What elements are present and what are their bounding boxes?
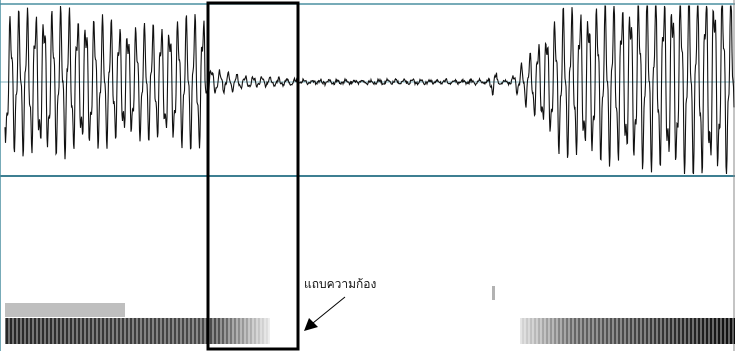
burst: [492, 286, 495, 300]
annotation: แถบความก้อง: [304, 277, 376, 291]
speech-figure: แถบความก้อง: [0, 0, 735, 351]
arrow-head: [304, 318, 318, 331]
spectrogram: [5, 286, 735, 344]
formant-band: [5, 303, 125, 317]
page: แถบความก้อง (() => { const data = JSON.p…: [0, 0, 735, 351]
arrow-line: [313, 297, 345, 323]
voice-bar-texture: [5, 318, 270, 344]
waveform: [5, 6, 734, 174]
voice-bar-texture: [520, 318, 735, 344]
